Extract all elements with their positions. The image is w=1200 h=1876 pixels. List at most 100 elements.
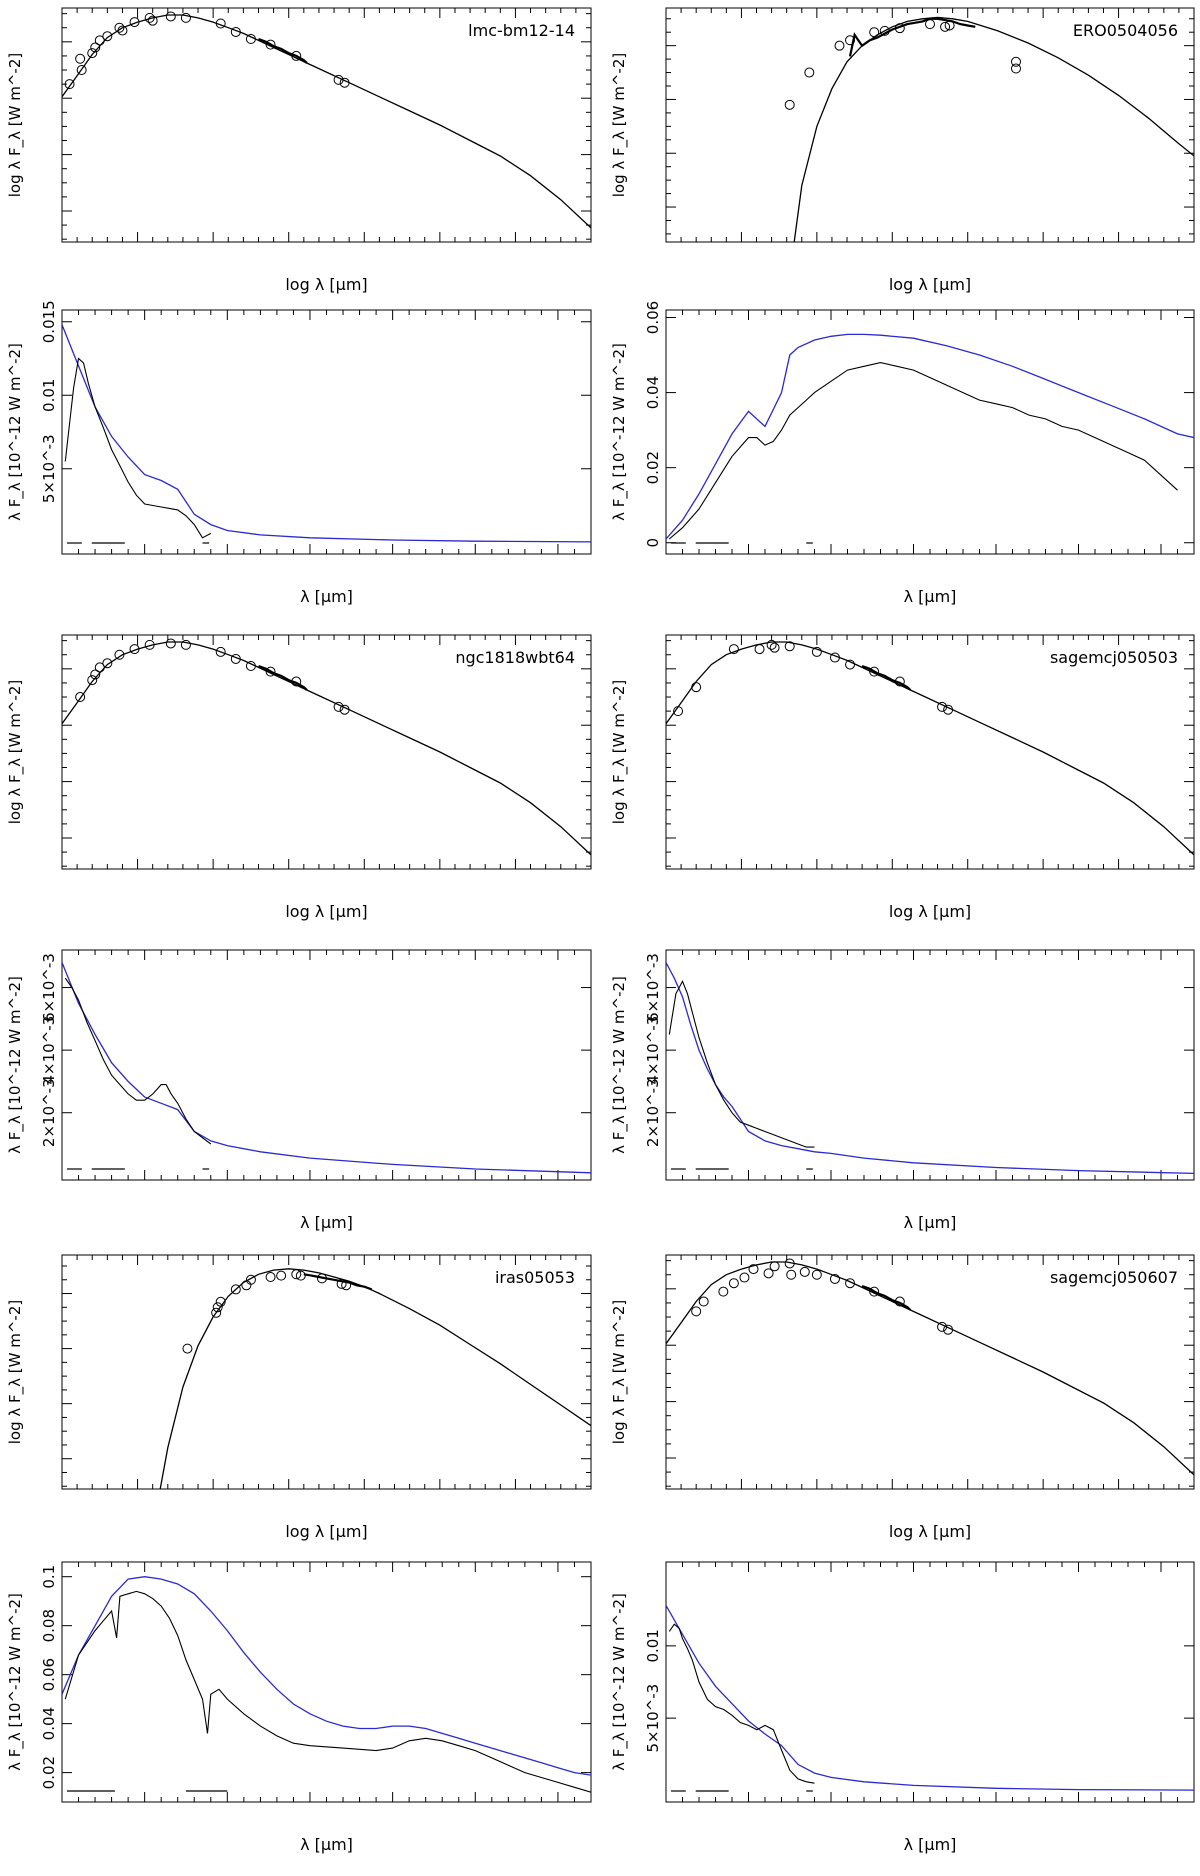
photometry-point (90, 42, 101, 53)
panel-label: sagemcj050503 (1050, 648, 1178, 667)
y-tick-label: 0.02 (40, 1756, 58, 1789)
photometry-point (215, 1296, 226, 1307)
y-axis-title: log λ F_λ [W m^-2] (6, 53, 25, 198)
photometry-point (804, 67, 815, 78)
photometry-point (940, 21, 951, 32)
photometry-point (245, 1274, 256, 1285)
photometry-point (144, 12, 155, 23)
y-axis-title: λ F_λ [10^-12 W m^-2] (6, 1593, 25, 1771)
series-model-line (666, 333, 1194, 540)
y-tick-label: 0.04 (644, 376, 662, 409)
photometry-point (754, 644, 765, 655)
y-axis-title: λ F_λ [10^-12 W m^-2] (6, 343, 25, 521)
y-axis-title: λ F_λ [10^-12 W m^-2] (610, 343, 629, 521)
photometry-point (784, 641, 795, 652)
panel-7-spectrum: 2×10^-34×10^-36×10^-3 λ [μm] λ F_λ [10^-12… (6, 949, 592, 1232)
photometry-point (211, 1307, 222, 1318)
photometry-point (943, 1324, 954, 1335)
y-axis-title: log λ F_λ [W m^-2] (610, 53, 629, 198)
y-tick-label: 0.04 (40, 1707, 58, 1740)
x-axis-title: log λ [μm] (889, 1522, 971, 1541)
photometry-point (845, 659, 856, 670)
series-model-line (62, 324, 591, 543)
photometry-point (165, 638, 176, 649)
photometry-point (769, 1261, 780, 1272)
panel-2-spectrum: 0.015 0.01 5×10^-3 λ [μm] λ F_λ [10^-12 W m^… (6, 300, 592, 606)
x-axis-title: λ [μm] (300, 587, 353, 606)
photometry-point (215, 18, 226, 29)
series-spectrum-line (668, 362, 1178, 540)
y-tick-label: 0.01 (40, 379, 58, 412)
panel-10-sagemcj050607: log λ [μm] log λ F_λ [W m^-2] sagemcj05060… (610, 1254, 1195, 1541)
plot-frame (61, 949, 592, 1181)
y-axis-title: log λ F_λ [W m^-2] (6, 680, 25, 825)
photometry-point (265, 666, 276, 677)
y-tick-label: 2×10^-3 (40, 1078, 58, 1147)
photometry-point (766, 639, 777, 650)
photometry-point (291, 50, 302, 61)
y-tick-label: 5×10^-3 (644, 1684, 662, 1753)
series-spectrum-line (258, 664, 308, 691)
y-tick-label: 6×10^-3 (644, 953, 662, 1022)
panel-6-sagemcj050503: log λ [μm] log λ F_λ [W m^-2] sagemcj05050… (610, 634, 1195, 921)
photometry-point (75, 692, 86, 703)
series-model-line (62, 962, 591, 1174)
panel-5-ngc1818wbt64: log λ [μm] log λ F_λ [W m^-2] ngc1818wbt64 (6, 634, 592, 921)
photometry-point (295, 1270, 306, 1281)
photometry-point (333, 74, 344, 85)
y-tick-label: 0.01 (644, 1629, 662, 1662)
photometry-point (879, 25, 890, 36)
photometry-point (845, 1278, 856, 1289)
photometry-point (94, 35, 105, 46)
photometry-point (811, 1269, 822, 1280)
photometry-point (784, 1258, 795, 1269)
photometry-point (728, 644, 739, 655)
plot-frame (665, 1561, 1195, 1803)
panel-9-iras05053: log λ [μm] log λ F_λ [W m^-2] iras05053 (6, 1254, 592, 1541)
photometry-point (763, 1268, 774, 1279)
photometry-point (87, 675, 98, 686)
plot-frame (665, 309, 1195, 555)
series-model-line (62, 1576, 591, 1776)
x-axis-title: log λ [μm] (285, 275, 367, 294)
y-tick-label: 0.02 (644, 451, 662, 484)
photometry-point (937, 1321, 948, 1332)
panel-4-spectrum: 0 0.02 0.04 0.06 λ [μm] λ F_λ [10^-12 W m^-2] (610, 301, 1195, 606)
plot-frame (61, 634, 592, 870)
photometry-point (212, 1302, 223, 1313)
photometry-point (102, 658, 113, 669)
plot-frame (665, 949, 1195, 1181)
photometry-point (829, 1273, 840, 1284)
photometry-point (691, 682, 702, 693)
photometry-point (341, 1280, 352, 1291)
photometry-point (147, 15, 158, 26)
photometry-point (94, 662, 105, 673)
photometry-point (76, 65, 87, 76)
plot-frame (61, 1561, 592, 1803)
y-tick-label: 0.06 (40, 1658, 58, 1691)
series-spectrum-line (848, 17, 976, 57)
photometry-point (165, 11, 176, 22)
series-model-line (666, 1261, 1194, 1476)
photometry-point (799, 1266, 810, 1277)
photometry-point (230, 653, 241, 664)
photometry-point (845, 35, 856, 46)
series-spectrum-line (668, 979, 815, 1148)
series-model-line (793, 16, 1194, 242)
series-spectrum-line (64, 357, 212, 539)
x-axis-title: λ [μm] (300, 1835, 353, 1854)
photometry-point (316, 1273, 327, 1284)
photometry-point (691, 1306, 702, 1317)
photometry-point (944, 20, 955, 31)
photometry-point (869, 666, 880, 677)
photometry-point (64, 79, 75, 90)
x-axis-title: log λ [μm] (285, 902, 367, 921)
series-model-line (666, 641, 1194, 856)
photometry-point (894, 676, 905, 687)
y-tick-label: 0.1 (40, 1565, 58, 1589)
photometry-point (673, 706, 684, 717)
photometry-point (102, 31, 113, 42)
plot-frame (665, 7, 1195, 243)
panel-label: ngc1818wbt64 (455, 648, 575, 667)
y-axis-title: log λ F_λ [W m^-2] (610, 680, 629, 825)
